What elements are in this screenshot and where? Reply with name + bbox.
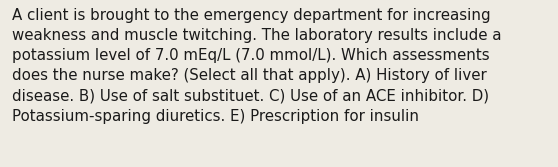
Text: A client is brought to the emergency department for increasing
weakness and musc: A client is brought to the emergency dep…: [12, 8, 502, 124]
